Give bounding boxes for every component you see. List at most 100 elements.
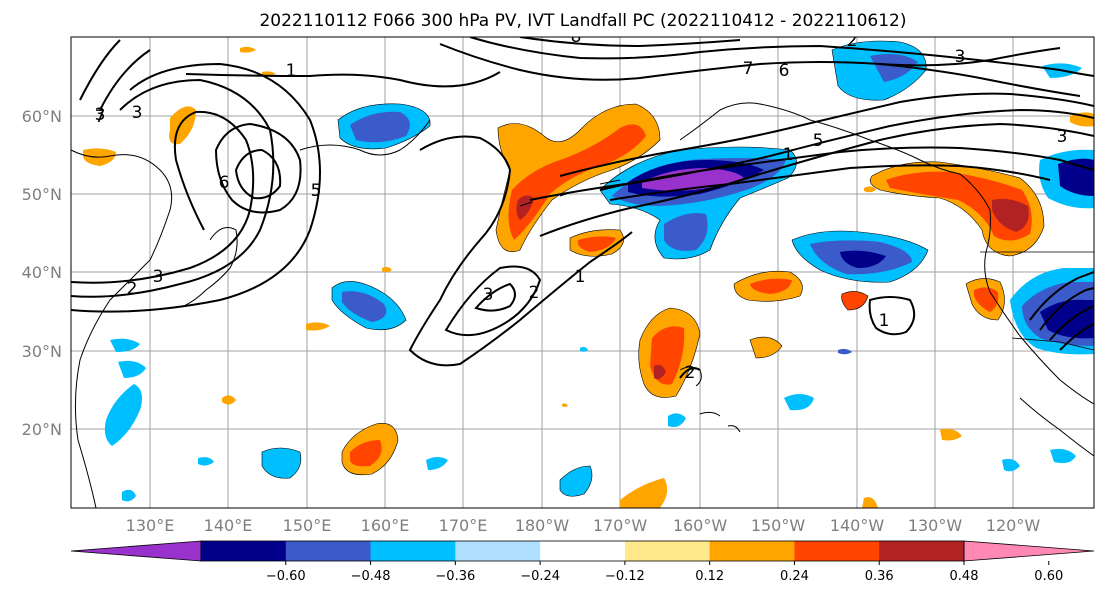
shade-blob [104, 384, 142, 446]
shade-blob [426, 457, 448, 470]
contour-label: 2 [529, 283, 540, 303]
contour-label: 2 [847, 31, 858, 51]
colorbar-segment [794, 541, 880, 561]
latitude-label: 40°N [22, 263, 62, 282]
shade-blob [750, 278, 792, 294]
coastline-asia [71, 149, 173, 508]
contour-label: 5 [813, 131, 824, 151]
longitude-label: 140°W [830, 516, 885, 535]
latitude-label: 30°N [22, 342, 62, 361]
longitude-label: 150°E [283, 516, 332, 535]
coastline-alaska [679, 102, 961, 175]
latitude-label: 20°N [22, 420, 62, 439]
contour-label: 3 [483, 285, 494, 305]
contour-label: 3 [132, 103, 143, 123]
latitude-label: 60°N [22, 107, 62, 126]
contour-line [519, 37, 741, 48]
shade-blob [784, 394, 814, 411]
contour-label: 1 [575, 267, 586, 287]
contour-label: 7 [95, 107, 106, 127]
shade-blob [864, 186, 876, 193]
contour-line [71, 110, 255, 284]
contour-line [71, 78, 275, 298]
shade-blob [620, 478, 668, 508]
contour-line [609, 164, 1051, 201]
shade-blob [110, 338, 140, 352]
contour-label: 3 [153, 267, 164, 287]
shade-blob [559, 465, 593, 497]
shade-blob [350, 440, 382, 467]
map-frame [70, 36, 1095, 509]
longitude-label: 170°W [593, 516, 648, 535]
shade-blob [562, 403, 568, 407]
coastline-japan [183, 227, 238, 307]
longitude-label: 150°W [751, 516, 806, 535]
contour-label: 3 [95, 105, 106, 125]
shade-blob [654, 364, 666, 380]
shade-blob [840, 250, 886, 268]
shade-blob [1040, 299, 1094, 339]
shade-blob [838, 348, 852, 355]
contour-label: 1 [879, 311, 890, 331]
contour-line [868, 296, 916, 336]
shade-blob [240, 46, 256, 53]
contour-label: 3 [955, 47, 966, 67]
longitude-label: 180°W [515, 516, 570, 535]
shade-blob [350, 111, 410, 143]
shade-blob [664, 213, 708, 251]
contour-line [1059, 323, 1094, 351]
contour-line [444, 265, 542, 337]
longitude-label: 160°E [361, 516, 410, 535]
colorbar-frame [200, 540, 965, 562]
contour-label: 2 [127, 279, 138, 299]
shade-blob [841, 291, 869, 311]
colorbar-segment [201, 541, 287, 561]
longitude-label: 130°E [126, 516, 175, 535]
coastline-kamchatka [299, 119, 431, 156]
contour-line [1049, 305, 1094, 341]
contour-line [1029, 271, 1094, 321]
map-title: 2022110112 F066 300 hPa PV, IVT Landfall… [259, 11, 906, 31]
colorbar-extend-max [963, 540, 1095, 562]
contour-line [99, 49, 151, 111]
colorbar-tick-label: −0.24 [520, 569, 560, 584]
contour-label: 1 [286, 61, 297, 81]
contour-line [1039, 287, 1094, 331]
colorbar-segment [540, 541, 626, 561]
contour-label: 2 [685, 363, 696, 383]
contour-line [185, 71, 501, 88]
shade-blob [870, 54, 918, 82]
shade-blob [222, 395, 236, 405]
longitude-label: 130°W [908, 516, 963, 535]
contour-line [879, 47, 1061, 67]
contour-label: 1 [783, 145, 794, 165]
contour-line [539, 122, 1094, 237]
ivt-contours [71, 37, 1094, 379]
shade-blob [992, 198, 1029, 232]
contour-label: 5 [311, 181, 322, 201]
pv-shading [83, 40, 1094, 508]
contour-label: 7 [743, 59, 754, 79]
longitude-label: 170°E [439, 516, 488, 535]
colorbar-tick-label: 0.36 [865, 569, 894, 584]
colorbar-tick-label: 0.60 [1034, 569, 1063, 584]
contour-label: 8 [571, 27, 582, 47]
contour-label: 2 [95, 21, 106, 41]
shade-blob [198, 457, 214, 466]
contour-line [234, 148, 282, 200]
coastlines [71, 102, 1094, 508]
shade-blob [577, 236, 616, 252]
contour-line [559, 92, 1094, 177]
colorbar-tick-label: 0.24 [780, 569, 809, 584]
shade-blob [886, 171, 1032, 241]
contour-line [469, 37, 1094, 77]
shade-blob [862, 497, 878, 508]
colorbar-tick-label: −0.36 [435, 569, 475, 584]
colorbar-tick-label: 0.12 [695, 569, 724, 584]
colorbar-segment [285, 541, 372, 561]
contour-line [71, 62, 321, 313]
longitude-label: 140°E [204, 516, 253, 535]
